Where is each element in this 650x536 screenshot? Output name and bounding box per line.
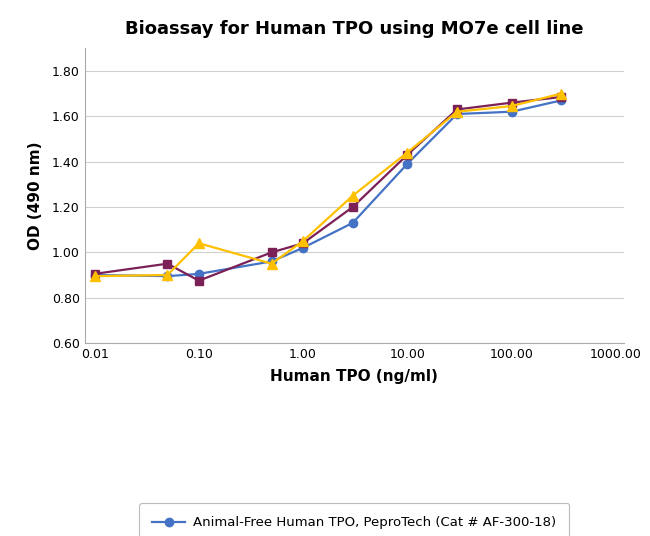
Human TPO, PeproTech (Cat # 300-18) — [164, 272, 172, 278]
PeproGMP Human TPO, PeproTech (Cat # GMP300-18) — [508, 100, 515, 106]
Animal-Free Human TPO, PeproTech (Cat # AF-300-18) — [508, 108, 515, 115]
PeproGMP Human TPO, PeproTech (Cat # GMP300-18) — [268, 249, 276, 256]
Animal-Free Human TPO, PeproTech (Cat # AF-300-18) — [349, 220, 357, 226]
Human TPO, PeproTech (Cat # 300-18) — [91, 273, 99, 279]
Human TPO, PeproTech (Cat # 300-18) — [404, 150, 411, 156]
Title: Bioassay for Human TPO using MO7e cell line: Bioassay for Human TPO using MO7e cell l… — [125, 20, 584, 39]
Animal-Free Human TPO, PeproTech (Cat # AF-300-18) — [268, 258, 276, 265]
PeproGMP Human TPO, PeproTech (Cat # GMP300-18) — [557, 94, 565, 100]
PeproGMP Human TPO, PeproTech (Cat # GMP300-18) — [404, 152, 411, 158]
Human TPO, PeproTech (Cat # 300-18) — [557, 91, 565, 97]
Animal-Free Human TPO, PeproTech (Cat # AF-300-18) — [404, 161, 411, 167]
Human TPO, PeproTech (Cat # 300-18) — [268, 260, 276, 267]
PeproGMP Human TPO, PeproTech (Cat # GMP300-18) — [164, 260, 172, 267]
Human TPO, PeproTech (Cat # 300-18) — [299, 238, 307, 244]
Human TPO, PeproTech (Cat # 300-18) — [195, 240, 203, 247]
PeproGMP Human TPO, PeproTech (Cat # GMP300-18) — [299, 240, 307, 247]
Animal-Free Human TPO, PeproTech (Cat # AF-300-18) — [557, 97, 565, 103]
PeproGMP Human TPO, PeproTech (Cat # GMP300-18) — [453, 106, 461, 113]
Line: PeproGMP Human TPO, PeproTech (Cat # GMP300-18): PeproGMP Human TPO, PeproTech (Cat # GMP… — [90, 93, 566, 285]
Animal-Free Human TPO, PeproTech (Cat # AF-300-18) — [164, 273, 172, 279]
PeproGMP Human TPO, PeproTech (Cat # GMP300-18) — [195, 278, 203, 284]
Legend: Animal-Free Human TPO, PeproTech (Cat # AF-300-18), PeproGMP Human TPO, PeproTec: Animal-Free Human TPO, PeproTech (Cat # … — [139, 503, 569, 536]
Human TPO, PeproTech (Cat # 300-18) — [508, 103, 515, 109]
Line: Human TPO, PeproTech (Cat # 300-18): Human TPO, PeproTech (Cat # 300-18) — [90, 89, 566, 281]
PeproGMP Human TPO, PeproTech (Cat # GMP300-18) — [349, 204, 357, 210]
Y-axis label: OD (490 nm): OD (490 nm) — [29, 142, 44, 250]
Human TPO, PeproTech (Cat # 300-18) — [349, 192, 357, 199]
X-axis label: Human TPO (ng/ml): Human TPO (ng/ml) — [270, 369, 438, 384]
Animal-Free Human TPO, PeproTech (Cat # AF-300-18) — [91, 272, 99, 278]
Line: Animal-Free Human TPO, PeproTech (Cat # AF-300-18): Animal-Free Human TPO, PeproTech (Cat # … — [90, 96, 566, 280]
Animal-Free Human TPO, PeproTech (Cat # AF-300-18) — [195, 271, 203, 277]
PeproGMP Human TPO, PeproTech (Cat # GMP300-18) — [91, 271, 99, 277]
Human TPO, PeproTech (Cat # 300-18) — [453, 108, 461, 115]
Animal-Free Human TPO, PeproTech (Cat # AF-300-18) — [453, 111, 461, 117]
Animal-Free Human TPO, PeproTech (Cat # AF-300-18) — [299, 244, 307, 251]
